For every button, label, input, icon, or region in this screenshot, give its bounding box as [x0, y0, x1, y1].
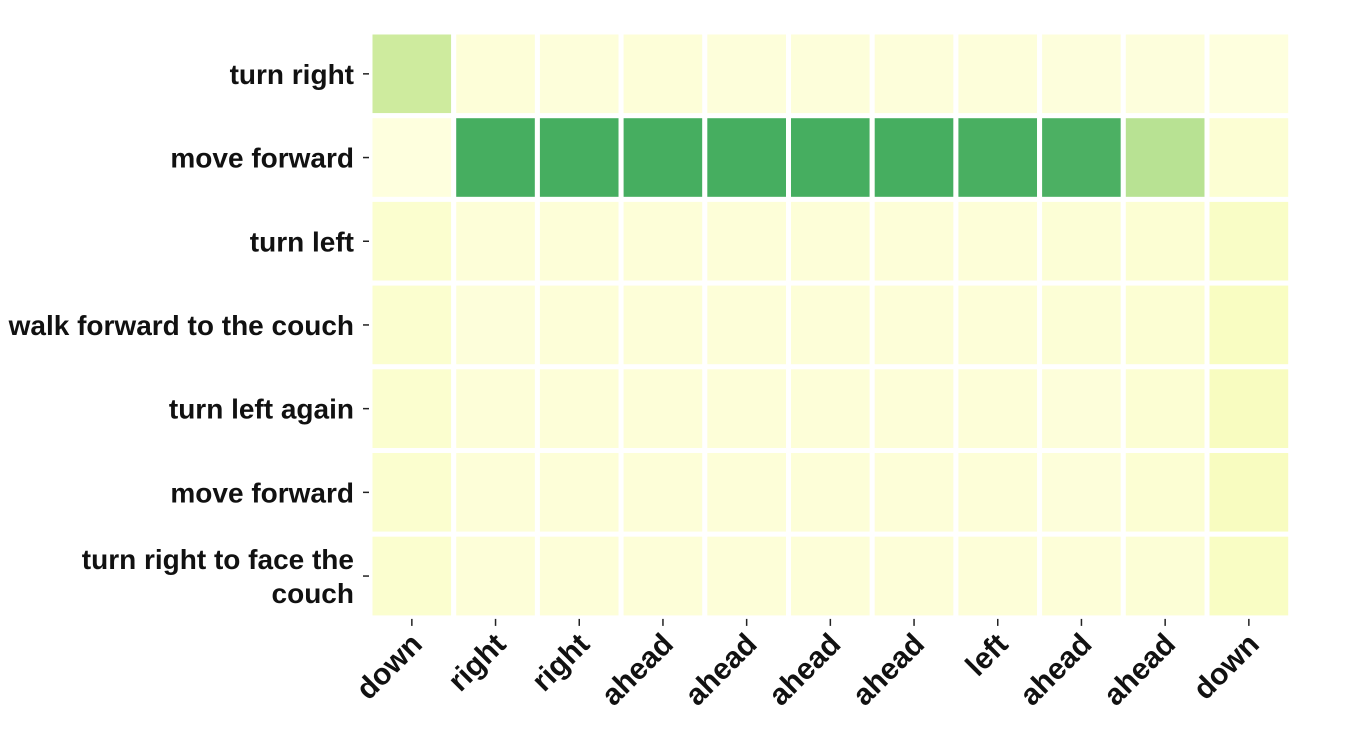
x-tick-label: right [526, 628, 596, 698]
heatmap-cell [786, 364, 875, 453]
x-tick-label: right [442, 628, 512, 698]
heatmap-cell [367, 196, 457, 286]
heatmap-cell [534, 113, 624, 202]
heatmap-cell [1204, 196, 1294, 286]
heatmap-cell [451, 113, 540, 202]
x-tick-label: ahead [763, 628, 848, 713]
heatmap-cell [953, 196, 1043, 286]
heatmap-cell [367, 531, 457, 621]
x-tick-label: down [350, 628, 429, 707]
heatmap-cell [618, 280, 708, 370]
y-tick-label: walk forward to the couch [8, 310, 354, 341]
heatmap-cell [786, 29, 875, 119]
heatmap-cell [953, 448, 1043, 537]
y-tick-label: turn left again [169, 394, 354, 425]
heatmap-cell [1120, 448, 1210, 537]
heatmap-cell [534, 29, 624, 119]
heatmap-cell [451, 448, 540, 537]
heatmap-cell [367, 364, 457, 453]
y-axis: turn right move forward turn left walk forw… [8, 59, 369, 609]
heatmap-cell [367, 448, 457, 537]
heatmap-cell [702, 29, 791, 119]
heatmap-cell [702, 113, 791, 202]
heatmap-cell [702, 364, 791, 453]
heatmap-cell [1037, 196, 1126, 286]
heatmap-cell [1120, 196, 1210, 286]
x-tick-label: ahead [1014, 628, 1099, 713]
heatmap-cell [1204, 113, 1294, 202]
heatmap-cell [618, 29, 708, 119]
y-tick-label: turn right [230, 59, 354, 90]
heatmap-cell [367, 113, 457, 202]
x-tick-label: ahead [679, 628, 764, 713]
heatmap-cell [1037, 531, 1126, 621]
heatmap-cell [618, 113, 708, 202]
heatmap-cell [786, 280, 875, 370]
heatmap-cell [1120, 531, 1210, 621]
heatmap-cell [534, 280, 624, 370]
heatmap-cell [953, 531, 1043, 621]
heatmap-cell [786, 196, 875, 286]
heatmap-cell [786, 531, 875, 621]
heatmap-cell [534, 364, 624, 453]
heatmap-cell [1120, 364, 1210, 453]
heatmap-cell [451, 280, 540, 370]
heatmap-cell [869, 448, 959, 537]
heatmap-cell [1037, 113, 1126, 202]
heatmap-cell [869, 280, 959, 370]
x-tick-label: left [960, 628, 1015, 683]
heatmap-cell [1120, 113, 1210, 202]
heatmap-cell [618, 196, 708, 286]
heatmap-cell [869, 364, 959, 453]
heatmap-cell [869, 196, 959, 286]
heatmap-cell [1037, 29, 1126, 119]
heatmap-cell [953, 113, 1043, 202]
heatmap-cell [534, 531, 624, 621]
heatmap-cell [786, 113, 875, 202]
heatmap-cell [618, 531, 708, 621]
heatmap-cell [1120, 280, 1210, 370]
heatmap-cell [702, 531, 791, 621]
heatmap-cell [1037, 280, 1126, 370]
y-tick-label: turn left [250, 226, 354, 257]
heatmap-cell [451, 364, 540, 453]
heatmap-cell [618, 448, 708, 537]
heatmap-cell [1037, 364, 1126, 453]
x-axis: down right right ahead ahead ahead ahead left ah… [350, 618, 1266, 713]
heatmap-cell [367, 280, 457, 370]
x-tick-label: ahead [595, 628, 680, 713]
heatmap-cell [702, 280, 791, 370]
heatmap-cell [702, 448, 791, 537]
y-tick-label: turn right to face the couch [82, 544, 354, 609]
heatmap-cell [451, 29, 540, 119]
heatmap-cell [702, 196, 791, 286]
heatmap-cell [786, 448, 875, 537]
heatmap-cell [1204, 531, 1294, 621]
heatmap-cell [1204, 448, 1294, 537]
heatmap-cell [451, 531, 540, 621]
heatmap-cell [367, 29, 457, 119]
heatmap-cell [618, 364, 708, 453]
heatmap-cell [1204, 364, 1294, 453]
heatmap-cell [1120, 29, 1210, 119]
x-tick-label: ahead [1097, 628, 1182, 713]
heatmap-cell [953, 29, 1043, 119]
heatmap-cell [869, 531, 959, 621]
heatmap-cells [367, 29, 1294, 621]
x-tick-label: down [1187, 628, 1266, 707]
heatmap-cell [869, 113, 959, 202]
heatmap-cell [534, 196, 624, 286]
y-tick-label: move forward [170, 477, 354, 508]
y-tick-label: move forward [170, 143, 354, 174]
heatmap-cell [953, 364, 1043, 453]
heatmap-cell [869, 29, 959, 119]
heatmap-cell [1037, 448, 1126, 537]
heatmap-cell [953, 280, 1043, 370]
heatmap-cell [1204, 29, 1294, 119]
heatmap-cell [534, 448, 624, 537]
heatmap-cell [451, 196, 540, 286]
heatmap-cell [1204, 280, 1294, 370]
x-tick-label: ahead [846, 628, 931, 713]
